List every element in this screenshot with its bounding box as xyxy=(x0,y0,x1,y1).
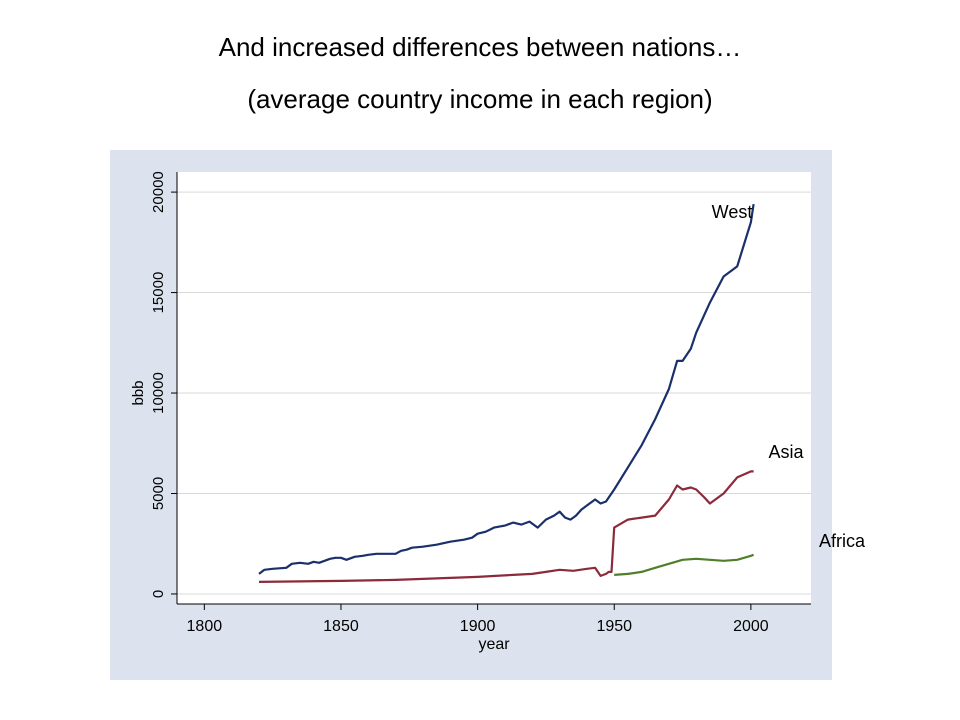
y-tick-label: 20000 xyxy=(150,171,167,213)
series-label-asia: Asia xyxy=(768,442,804,462)
series-label-west: West xyxy=(712,202,753,222)
y-axis-title: bbb xyxy=(130,381,147,406)
series-label-africa: Africa xyxy=(819,531,866,551)
slide-subtitle: (average country income in each region) xyxy=(247,84,713,114)
y-tick-label: 0 xyxy=(150,590,167,598)
x-tick-label: 1850 xyxy=(323,618,359,635)
y-tick-label: 10000 xyxy=(150,372,167,414)
y-tick-label: 5000 xyxy=(150,477,167,510)
x-tick-label: 2000 xyxy=(733,618,769,635)
x-axis-title: year xyxy=(478,636,510,653)
series-line-africa xyxy=(614,553,754,576)
x-tick-label: 1900 xyxy=(460,618,496,635)
series-line-asia xyxy=(258,470,754,583)
slide-title: And increased differences between nation… xyxy=(218,32,742,62)
x-tick-label: 1950 xyxy=(596,618,632,635)
series-line-west xyxy=(258,203,755,575)
x-tick-label: 1800 xyxy=(187,618,223,635)
y-tick-label: 15000 xyxy=(150,272,167,314)
plot-area xyxy=(177,172,811,604)
